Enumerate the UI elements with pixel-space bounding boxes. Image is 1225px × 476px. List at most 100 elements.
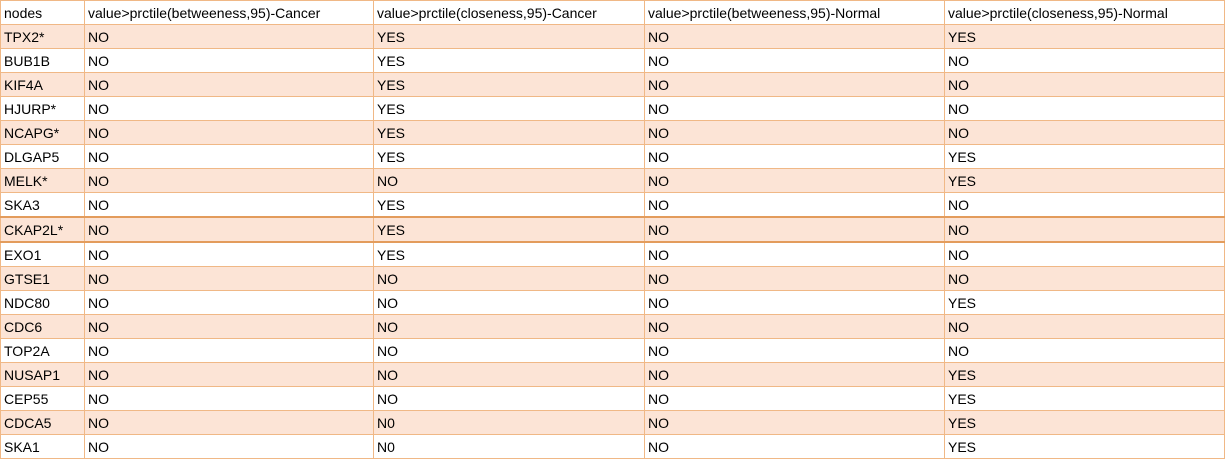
cell-node: KIF4A: [0, 72, 85, 97]
cell-closeness-cancer: NO: [373, 168, 645, 193]
cell-betweeness-normal: NO: [644, 266, 945, 291]
cell-closeness-cancer: NO: [373, 362, 645, 387]
cell-betweeness-cancer: NO: [84, 120, 374, 145]
header-betweeness-normal: value>prctile(betweeness,95)-Normal: [644, 0, 945, 25]
cell-node: TOP2A: [0, 338, 85, 363]
cell-closeness-cancer: NO: [373, 290, 645, 315]
cell-betweeness-cancer: NO: [84, 144, 374, 169]
cell-betweeness-cancer: NO: [84, 168, 374, 193]
cell-node: NCAPG*: [0, 120, 85, 145]
cell-node: GTSE1: [0, 266, 85, 291]
cell-closeness-normal: NO: [944, 314, 1225, 339]
cell-closeness-normal: YES: [944, 362, 1225, 387]
cell-closeness-cancer: YES: [373, 48, 645, 73]
data-table: nodes value>prctile(betweeness,95)-Cance…: [0, 0, 1225, 459]
header-betweeness-cancer: value>prctile(betweeness,95)-Cancer: [84, 0, 374, 25]
cell-closeness-normal: YES: [944, 434, 1225, 459]
cell-betweeness-cancer: NO: [84, 434, 374, 459]
cell-node: EXO1: [0, 241, 85, 267]
table-row: GTSE1 NO NO NO NO: [0, 266, 1225, 291]
table-row: NCAPG* NO YES NO NO: [0, 120, 1225, 145]
table-row: BUB1B NO YES NO NO: [0, 48, 1225, 73]
cell-closeness-cancer: YES: [373, 216, 645, 243]
cell-closeness-normal: NO: [944, 216, 1225, 243]
cell-closeness-normal: YES: [944, 386, 1225, 411]
cell-closeness-cancer: YES: [373, 144, 645, 169]
cell-closeness-normal: YES: [944, 144, 1225, 169]
cell-betweeness-cancer: NO: [84, 72, 374, 97]
cell-closeness-normal: NO: [944, 48, 1225, 73]
table-row: SKA1 NO N0 NO YES: [0, 434, 1225, 459]
cell-closeness-normal: NO: [944, 338, 1225, 363]
cell-betweeness-normal: NO: [644, 24, 945, 49]
cell-betweeness-normal: NO: [644, 338, 945, 363]
cell-betweeness-normal: NO: [644, 72, 945, 97]
table-body: TPX2* NO YES NO YES BUB1B NO YES NO NO K…: [0, 24, 1225, 459]
table-row: TOP2A NO NO NO NO: [0, 338, 1225, 363]
cell-closeness-normal: NO: [944, 241, 1225, 267]
cell-node: TPX2*: [0, 24, 85, 49]
cell-closeness-cancer: NO: [373, 314, 645, 339]
table-header: nodes value>prctile(betweeness,95)-Cance…: [0, 0, 1225, 25]
cell-node: CEP55: [0, 386, 85, 411]
cell-betweeness-cancer: NO: [84, 192, 374, 218]
cell-betweeness-cancer: NO: [84, 290, 374, 315]
cell-closeness-normal: NO: [944, 266, 1225, 291]
cell-closeness-cancer: NO: [373, 338, 645, 363]
header-row: nodes value>prctile(betweeness,95)-Cance…: [0, 0, 1225, 25]
cell-betweeness-normal: NO: [644, 48, 945, 73]
table-row: SKA3 NO YES NO NO: [0, 192, 1225, 218]
cell-closeness-cancer: N0: [373, 434, 645, 459]
cell-closeness-cancer: NO: [373, 266, 645, 291]
cell-betweeness-normal: NO: [644, 314, 945, 339]
cell-node: CKAP2L*: [0, 216, 85, 243]
cell-closeness-cancer: YES: [373, 120, 645, 145]
cell-betweeness-cancer: NO: [84, 241, 374, 267]
header-closeness-cancer: value>prctile(closeness,95)-Cancer: [373, 0, 645, 25]
table-row: EXO1 NO YES NO NO: [0, 241, 1225, 267]
cell-betweeness-normal: NO: [644, 386, 945, 411]
cell-betweeness-cancer: NO: [84, 24, 374, 49]
cell-betweeness-cancer: NO: [84, 410, 374, 435]
cell-betweeness-cancer: NO: [84, 386, 374, 411]
cell-betweeness-normal: NO: [644, 96, 945, 121]
cell-closeness-cancer: YES: [373, 241, 645, 267]
table-row: NUSAP1 NO NO NO YES: [0, 362, 1225, 387]
cell-closeness-normal: NO: [944, 72, 1225, 97]
table-row: KIF4A NO YES NO NO: [0, 72, 1225, 97]
cell-node: MELK*: [0, 168, 85, 193]
table-row: NDC80 NO NO NO YES: [0, 290, 1225, 315]
table-row: MELK* NO NO NO YES: [0, 168, 1225, 193]
table-row: TPX2* NO YES NO YES: [0, 24, 1225, 49]
cell-closeness-normal: NO: [944, 192, 1225, 218]
cell-betweeness-normal: NO: [644, 216, 945, 243]
cell-closeness-cancer: NO: [373, 386, 645, 411]
cell-closeness-normal: YES: [944, 168, 1225, 193]
header-nodes: nodes: [0, 0, 85, 25]
table-row: CDCA5 NO N0 NO YES: [0, 410, 1225, 435]
table-row: CDC6 NO NO NO NO: [0, 314, 1225, 339]
cell-betweeness-cancer: NO: [84, 96, 374, 121]
cell-node: DLGAP5: [0, 144, 85, 169]
cell-betweeness-normal: NO: [644, 192, 945, 218]
cell-betweeness-cancer: NO: [84, 338, 374, 363]
cell-betweeness-normal: NO: [644, 144, 945, 169]
cell-betweeness-normal: NO: [644, 241, 945, 267]
cell-node: SKA3: [0, 192, 85, 218]
cell-betweeness-normal: NO: [644, 120, 945, 145]
cell-closeness-cancer: YES: [373, 24, 645, 49]
cell-betweeness-cancer: NO: [84, 266, 374, 291]
cell-betweeness-normal: NO: [644, 290, 945, 315]
cell-node: SKA1: [0, 434, 85, 459]
cell-node: NUSAP1: [0, 362, 85, 387]
cell-closeness-normal: YES: [944, 410, 1225, 435]
cell-node: HJURP*: [0, 96, 85, 121]
cell-betweeness-normal: NO: [644, 168, 945, 193]
header-closeness-normal: value>prctile(closeness,95)-Normal: [944, 0, 1225, 25]
cell-closeness-cancer: YES: [373, 96, 645, 121]
table-row: CEP55 NO NO NO YES: [0, 386, 1225, 411]
cell-closeness-cancer: YES: [373, 72, 645, 97]
cell-closeness-normal: YES: [944, 24, 1225, 49]
table-row: DLGAP5 NO YES NO YES: [0, 144, 1225, 169]
cell-closeness-cancer: N0: [373, 410, 645, 435]
